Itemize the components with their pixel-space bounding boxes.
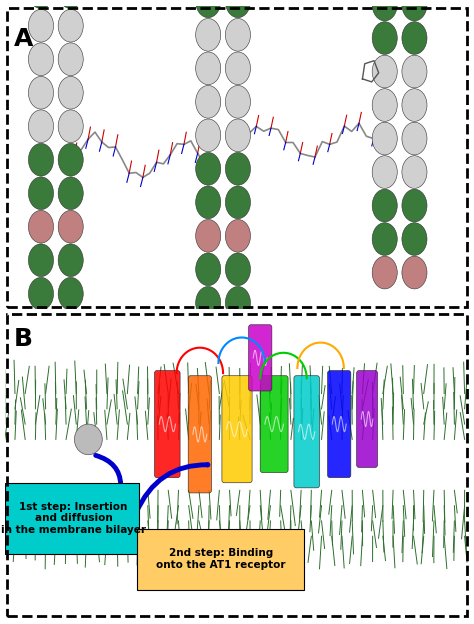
Circle shape: [372, 0, 397, 21]
Circle shape: [58, 0, 83, 9]
Circle shape: [402, 22, 427, 54]
Circle shape: [196, 286, 221, 319]
Circle shape: [28, 9, 54, 42]
Circle shape: [225, 52, 250, 85]
Circle shape: [225, 253, 250, 286]
Circle shape: [196, 85, 221, 118]
Circle shape: [372, 122, 397, 155]
Circle shape: [372, 22, 397, 54]
FancyBboxPatch shape: [5, 483, 139, 554]
Circle shape: [58, 177, 83, 210]
Circle shape: [28, 0, 54, 9]
Circle shape: [28, 144, 54, 176]
Circle shape: [402, 0, 427, 21]
Circle shape: [28, 210, 54, 243]
Circle shape: [196, 19, 221, 51]
Circle shape: [28, 278, 54, 310]
Circle shape: [372, 223, 397, 255]
Circle shape: [196, 119, 221, 152]
Circle shape: [58, 110, 83, 142]
Circle shape: [58, 76, 83, 109]
Circle shape: [402, 256, 427, 289]
Circle shape: [28, 43, 54, 76]
Circle shape: [402, 156, 427, 188]
Circle shape: [225, 19, 250, 51]
Circle shape: [196, 220, 221, 252]
FancyBboxPatch shape: [294, 376, 319, 488]
Circle shape: [28, 110, 54, 142]
Circle shape: [372, 55, 397, 88]
FancyBboxPatch shape: [137, 529, 304, 590]
Circle shape: [225, 186, 250, 218]
FancyBboxPatch shape: [260, 376, 288, 472]
Circle shape: [74, 424, 102, 455]
FancyBboxPatch shape: [188, 376, 211, 493]
Text: 2nd step: Binding
onto the AT1 receptor: 2nd step: Binding onto the AT1 receptor: [156, 548, 285, 570]
Circle shape: [402, 122, 427, 155]
FancyArrowPatch shape: [96, 456, 121, 484]
Text: 1st step: Insertion
and diffusion
in the membrane bilayer: 1st step: Insertion and diffusion in the…: [1, 502, 146, 535]
Circle shape: [196, 253, 221, 286]
Circle shape: [58, 244, 83, 276]
Circle shape: [196, 152, 221, 185]
Circle shape: [402, 189, 427, 222]
Circle shape: [28, 76, 54, 109]
Circle shape: [402, 89, 427, 122]
FancyBboxPatch shape: [155, 371, 180, 477]
FancyBboxPatch shape: [222, 376, 252, 483]
Circle shape: [196, 52, 221, 85]
Circle shape: [58, 278, 83, 310]
Circle shape: [225, 220, 250, 252]
Circle shape: [372, 189, 397, 222]
Circle shape: [225, 286, 250, 319]
FancyBboxPatch shape: [356, 371, 377, 467]
Circle shape: [225, 152, 250, 185]
FancyBboxPatch shape: [248, 324, 272, 391]
Text: B: B: [14, 327, 33, 351]
Circle shape: [58, 144, 83, 176]
Circle shape: [372, 256, 397, 289]
Circle shape: [225, 85, 250, 118]
Circle shape: [402, 223, 427, 255]
Circle shape: [402, 55, 427, 88]
Circle shape: [225, 119, 250, 152]
Circle shape: [196, 186, 221, 218]
Circle shape: [58, 43, 83, 76]
Circle shape: [372, 156, 397, 188]
Circle shape: [372, 89, 397, 122]
FancyArrowPatch shape: [136, 464, 208, 514]
Circle shape: [58, 9, 83, 42]
Circle shape: [28, 244, 54, 276]
Circle shape: [58, 210, 83, 243]
Circle shape: [28, 177, 54, 210]
Text: A: A: [14, 27, 33, 51]
FancyBboxPatch shape: [328, 371, 351, 477]
Circle shape: [196, 0, 221, 17]
Circle shape: [225, 0, 250, 17]
